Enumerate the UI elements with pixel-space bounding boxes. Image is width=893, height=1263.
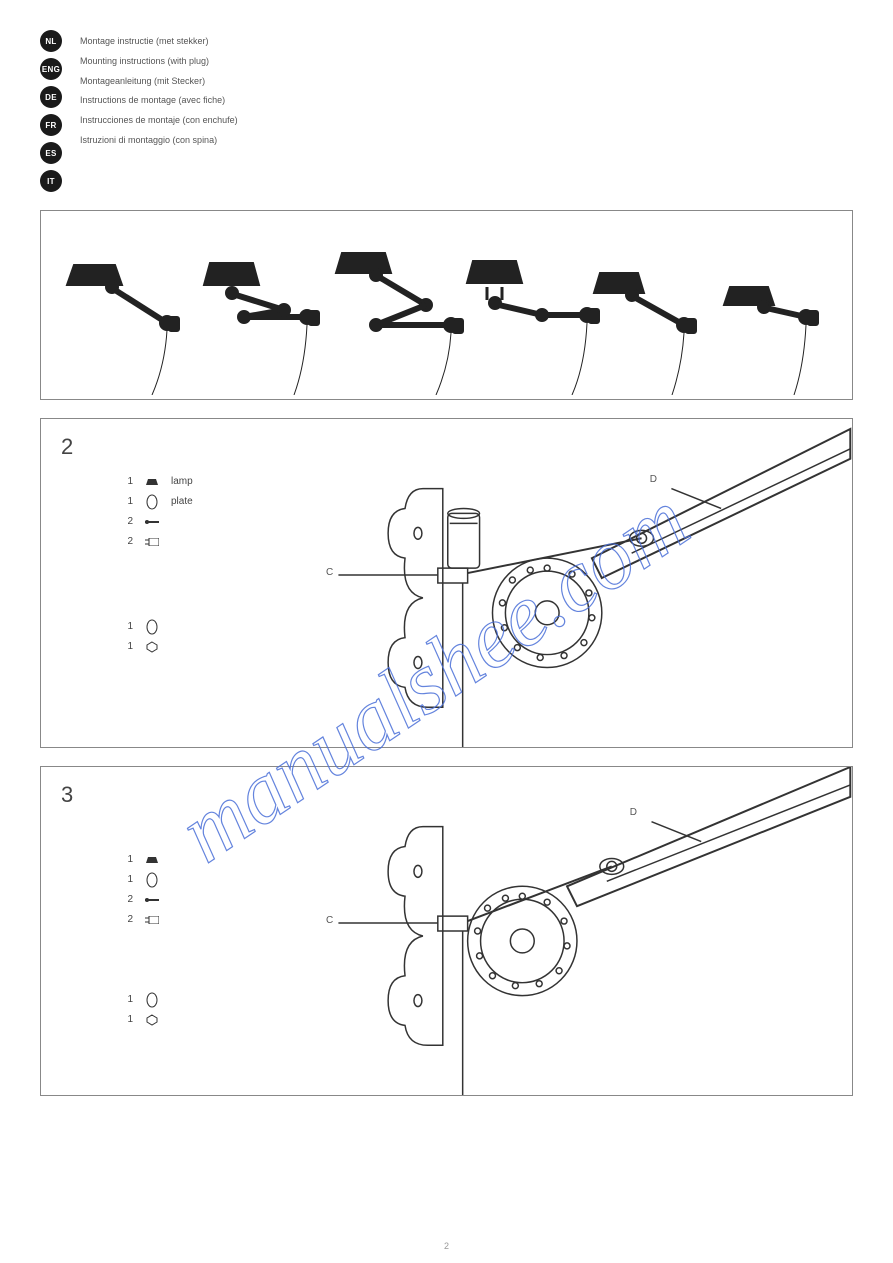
- instruction-text-nl: Montage instructie (met stekker): [80, 32, 238, 52]
- step-3-number: 3: [61, 782, 73, 808]
- label-c: C: [326, 567, 333, 578]
- lamp-variants-panel: [40, 210, 853, 400]
- lang-badge-eng: ENG: [40, 58, 62, 80]
- hex-icon: [143, 641, 161, 653]
- plug-icon: [143, 538, 161, 546]
- part-qty: 1: [121, 619, 133, 635]
- part-label: plate: [171, 494, 193, 510]
- part-row: 1: [121, 872, 161, 888]
- step-3-panel: 3 1 1 2 2 1 1: [40, 766, 853, 1096]
- step-2-parts-list: 1 lamp 1 plate 2 2: [121, 474, 193, 554]
- part-qty: 2: [121, 514, 133, 530]
- part-qty: 2: [121, 912, 133, 928]
- lamp-variant-2: [189, 245, 309, 375]
- lamp-icon: [143, 855, 161, 865]
- lang-badge-nl: NL: [40, 30, 62, 52]
- part-qty: 1: [121, 872, 133, 888]
- part-label: lamp: [171, 474, 193, 490]
- label-d: D: [630, 807, 637, 818]
- step-3-parts-list-2: 1 1: [121, 992, 161, 1032]
- instruction-text-de: Montageanleitung (mit Stecker): [80, 72, 238, 92]
- part-row: 1: [121, 852, 161, 868]
- part-row: 2: [121, 514, 193, 530]
- oval-icon: [143, 992, 161, 1008]
- plate-icon: [143, 494, 161, 510]
- part-row: 1 lamp: [121, 474, 193, 490]
- part-qty: 1: [121, 639, 133, 655]
- plate-icon: [143, 872, 161, 888]
- lamp-icon: [143, 477, 161, 487]
- part-row: 2: [121, 892, 161, 908]
- part-row: 1: [121, 639, 161, 655]
- step-3-parts-list: 1 1 2 2: [121, 852, 161, 932]
- language-instruction-texts: Montage instructie (met stekker) Mountin…: [80, 32, 238, 151]
- label-c: C: [326, 915, 333, 926]
- part-row: 1 plate: [121, 494, 193, 510]
- screw-icon: [143, 519, 161, 525]
- lang-badge-de: DE: [40, 86, 62, 108]
- lamp-variant-3: [321, 245, 441, 375]
- instruction-text-es: Instrucciones de montaje (con enchufe): [80, 111, 238, 131]
- part-row: 1: [121, 619, 161, 635]
- part-row: 1: [121, 1012, 161, 1028]
- plug-icon: [143, 916, 161, 924]
- lang-badge-es: ES: [40, 142, 62, 164]
- hex-icon: [143, 1014, 161, 1026]
- lang-badge-it: IT: [40, 170, 62, 192]
- part-qty: 2: [121, 534, 133, 550]
- part-qty: 1: [121, 474, 133, 490]
- lamp-variant-6: [716, 245, 836, 375]
- part-row: 2: [121, 912, 161, 928]
- label-d: D: [650, 474, 657, 485]
- part-qty: 1: [121, 992, 133, 1008]
- step-3-diagram: [292, 767, 852, 1095]
- step-2-parts-list-2: 1 1: [121, 619, 161, 659]
- instruction-text-it: Istruzioni di montaggio (con spina): [80, 131, 238, 151]
- lamp-variant-1: [57, 245, 177, 375]
- part-qty: 1: [121, 494, 133, 510]
- part-qty: 1: [121, 852, 133, 868]
- part-row: 1: [121, 992, 161, 1008]
- lamp-variant-5: [584, 245, 704, 375]
- oval-icon: [143, 619, 161, 635]
- step-2-panel: 2 1 lamp 1 plate 2 2 1 1: [40, 418, 853, 748]
- instruction-text-fr: Instructions de montage (avec fiche): [80, 91, 238, 111]
- part-row: 2: [121, 534, 193, 550]
- screw-icon: [143, 897, 161, 903]
- part-qty: 2: [121, 892, 133, 908]
- lamp-variant-4: [452, 245, 572, 375]
- page-number: 2: [0, 1241, 893, 1251]
- part-qty: 1: [121, 1012, 133, 1028]
- step-2-number: 2: [61, 434, 73, 460]
- instruction-text-eng: Mounting instructions (with plug): [80, 52, 238, 72]
- step-2-diagram: [292, 419, 852, 747]
- lang-badge-fr: FR: [40, 114, 62, 136]
